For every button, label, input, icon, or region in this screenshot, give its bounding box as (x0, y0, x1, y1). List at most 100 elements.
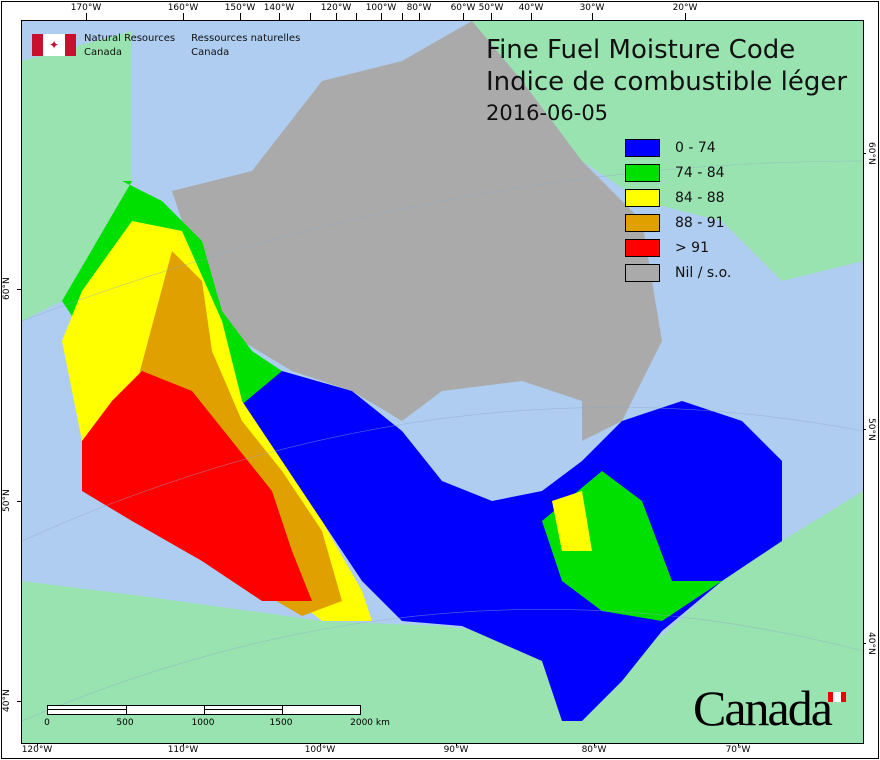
tick-mark (592, 13, 593, 20)
tick-mark (279, 13, 280, 20)
alaska-land (22, 31, 132, 321)
tick-mark (17, 501, 21, 502)
legend-label: Nil / s.o. (675, 264, 732, 281)
scale-label: 2000 km (350, 718, 390, 728)
tick-mark (531, 13, 532, 20)
tick-mark (310, 13, 311, 20)
zone-0-74 (212, 371, 782, 721)
map-title: Fine Fuel Moisture Code Indice de combus… (486, 34, 847, 128)
bottom-longitude-label: 90°W (443, 745, 469, 755)
canada-wordmark: Canada (693, 680, 833, 736)
tick-mark (463, 13, 464, 20)
top-longitude-label: 100°W (365, 3, 397, 13)
tick-mark (491, 13, 492, 20)
legend-item: Nil / s.o. (625, 260, 731, 285)
scale-label: 1500 (269, 718, 293, 728)
tick-mark (862, 429, 866, 430)
left-latitude-label: 40°N (2, 689, 12, 712)
legend-label: 74 - 84 (675, 164, 725, 181)
tick-mark (381, 13, 382, 20)
tick-mark (320, 742, 321, 746)
title-en: Fine Fuel Moisture Code (486, 35, 796, 65)
bottom-longitude-label: 120°W (21, 745, 53, 755)
bottom-longitude-label: 100°W (304, 745, 336, 755)
zone-gt-91 (82, 371, 312, 601)
top-longitude-label: 60°W (450, 3, 476, 13)
legend-swatch (625, 263, 660, 282)
legend-item: 74 - 84 (625, 160, 731, 185)
graticule (22, 160, 863, 722)
scale-label: 1000 (191, 718, 215, 728)
title-fr: Indice de combustible léger (486, 67, 848, 97)
left-latitude-label: 50°N (2, 489, 12, 512)
tick-mark (402, 13, 403, 20)
legend: 0 - 74 74 - 84 84 - 88 88 - 91 > 91 Nil / s.o… (625, 135, 731, 285)
legend-swatch (625, 138, 660, 157)
legend-item: 0 - 74 (625, 135, 731, 160)
tick-mark (685, 13, 686, 20)
tick-mark (17, 289, 21, 290)
scale-bar (47, 705, 361, 715)
tick-mark (356, 13, 357, 20)
map-date: 2016-06-05 (486, 101, 609, 125)
map-svg (22, 21, 863, 743)
arctic-nodata (172, 21, 662, 451)
tick-mark (86, 13, 87, 20)
tick-mark (738, 742, 739, 746)
bottom-longitude-label: 70°W (725, 745, 751, 755)
zone-84-88-east (552, 491, 592, 551)
tick-mark (336, 13, 337, 20)
bottom-longitude-label: 80°W (581, 745, 607, 755)
greenland-land (472, 21, 863, 281)
usa-land (22, 491, 863, 743)
agency-fr-line2: Canada (191, 47, 230, 58)
tick-mark (419, 13, 420, 20)
legend-label: 0 - 74 (675, 139, 716, 156)
left-latitude-label: 60°N (2, 277, 12, 300)
top-longitude-label: 30°W (579, 3, 605, 13)
canada-flag-icon: ✦ (32, 34, 76, 56)
top-longitude-label: 50°W (478, 3, 504, 13)
legend-item: 88 - 91 (625, 210, 731, 235)
legend-item: 84 - 88 (625, 185, 731, 210)
right-latitude-label: 60°N (866, 142, 876, 165)
top-longitude-label: 170°W (70, 3, 102, 13)
map-canvas (21, 20, 864, 744)
tick-mark (240, 13, 241, 20)
tick-mark (594, 742, 595, 746)
top-longitude-label: 120°W (320, 3, 352, 13)
zone-74-84-east (542, 471, 722, 621)
top-longitude-label: 150°W (224, 3, 256, 13)
tick-mark (862, 153, 866, 154)
hudson-bay (402, 381, 582, 501)
legend-label: > 91 (675, 239, 709, 256)
top-longitude-label: 40°W (518, 3, 544, 13)
legend-swatch (625, 163, 660, 182)
tick-mark (183, 13, 184, 20)
tick-mark (456, 742, 457, 746)
bottom-longitude-label: 110°W (167, 745, 199, 755)
legend-swatch (625, 213, 660, 232)
tick-mark (862, 643, 866, 644)
agency-en-line2: Canada (84, 47, 123, 58)
scale-label: 500 (116, 718, 134, 728)
tick-mark (183, 742, 184, 746)
top-longitude-label: 160°W (167, 3, 199, 13)
tick-mark (37, 742, 38, 746)
nrcan-signature: ✦ Natural Resources Canada Ressources na… (32, 32, 300, 60)
top-longitude-label: 20°W (672, 3, 698, 13)
legend-swatch (625, 238, 660, 257)
legend-swatch (625, 188, 660, 207)
legend-label: 88 - 91 (675, 214, 725, 231)
top-longitude-label: 140°W (263, 3, 295, 13)
right-latitude-label: 50°N (866, 418, 876, 441)
agency-fr-line1: Ressources naturelles (191, 33, 301, 44)
wordmark-flag-icon (828, 692, 846, 702)
scale-label: 0 (44, 718, 50, 728)
agency-en-line1: Natural Resources (84, 33, 176, 44)
tick-mark (17, 701, 21, 702)
legend-item: > 91 (625, 235, 731, 260)
legend-label: 84 - 88 (675, 189, 725, 206)
right-latitude-label: 40°N (866, 632, 876, 655)
